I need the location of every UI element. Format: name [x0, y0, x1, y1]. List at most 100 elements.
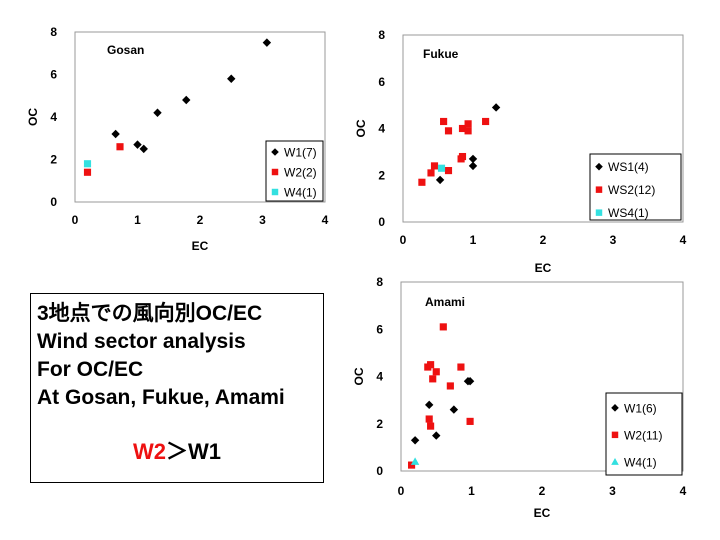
data-point-diamond: [468, 161, 478, 171]
data-point-square: [464, 127, 472, 135]
data-point-square: [457, 363, 465, 371]
chart-gosan: 0 1 2 3 4 0 2 4 6 8 EC OC Gosan W1(7) W2(2) W4(1): [26, 25, 329, 253]
x-tick-label: 0: [398, 484, 405, 498]
legend-label: W2(2): [284, 166, 317, 180]
legend-label: W1(6): [624, 401, 657, 415]
data-point-diamond: [468, 154, 478, 164]
y-tick-label: 6: [376, 322, 383, 336]
data-point-square: [466, 417, 474, 425]
x-tick-label: 3: [610, 233, 617, 247]
legend-label: W2(11): [624, 428, 662, 442]
data-point-diamond: [111, 129, 120, 139]
data-point-square: [458, 152, 467, 161]
chart-amami: 0 1 2 3 4 0 2 4 6 8 EC OC Amami W1(6) W2(11) W4(1): [352, 275, 687, 520]
chart-title: Amami: [425, 295, 465, 309]
x-tick-label: 2: [197, 213, 204, 227]
chart-fukue: 0 1 2 3 4 0 2 4 6 8 EC OC Fukue WS1(4) WS2(12) WS4(1): [354, 28, 687, 275]
y-axis-label: OC: [26, 108, 40, 126]
data-point-diamond: [465, 377, 475, 386]
data-point-diamond: [133, 140, 142, 149]
data-point-diamond: [425, 400, 434, 410]
legend-marker: [595, 186, 603, 193]
chart-title: Gosan: [107, 43, 144, 57]
data-point-square: [437, 164, 446, 172]
y-tick-label: 2: [50, 153, 57, 167]
legend-box: [589, 153, 682, 221]
conclusion-w1: W1: [188, 439, 221, 464]
y-tick-label: 4: [378, 122, 385, 136]
y-tick-label: 0: [378, 215, 385, 229]
data-point-diamond: [227, 74, 236, 83]
data-point-diamond: [182, 95, 191, 105]
y-tick-label: 4: [50, 110, 57, 124]
legend-label: WS2(12): [608, 183, 655, 197]
legend-label: W4(1): [624, 455, 657, 469]
data-point-square: [427, 361, 435, 369]
data-point-diamond: [449, 405, 459, 414]
y-tick-label: 0: [376, 464, 383, 478]
data-point-triangle: [410, 457, 420, 465]
data-point-diamond: [139, 144, 148, 154]
data-point-square: [444, 127, 453, 135]
data-point-square: [444, 167, 453, 175]
legend-marker: [595, 162, 603, 171]
legend-label: WS1(4): [608, 160, 649, 174]
data-point-diamond: [410, 436, 420, 445]
legend-label: W4(1): [284, 186, 317, 200]
data-point-square: [427, 169, 435, 177]
conclusion-w2: W2: [132, 439, 166, 464]
x-tick-label: 3: [609, 484, 616, 498]
legend-marker: [595, 209, 603, 216]
x-tick-label: 3: [259, 213, 266, 227]
legend-marker: [271, 188, 279, 196]
y-tick-label: 6: [50, 68, 57, 82]
data-point-square: [440, 117, 448, 126]
data-point-diamond: [432, 431, 441, 440]
y-tick-label: 6: [378, 75, 385, 89]
x-tick-label: 0: [72, 213, 79, 227]
conclusion-operator: ＞: [165, 439, 188, 464]
data-point-square: [482, 117, 490, 126]
data-point-square: [418, 178, 426, 186]
legend-marker: [271, 168, 279, 176]
x-tick-label: 4: [680, 233, 687, 247]
x-tick-label: 1: [470, 233, 477, 247]
data-point-square: [439, 323, 447, 331]
y-tick-label: 2: [378, 168, 385, 182]
data-point-square: [464, 120, 472, 128]
y-tick-label: 8: [376, 275, 383, 289]
x-tick-label: 2: [539, 484, 546, 498]
y-tick-label: 8: [50, 25, 57, 39]
y-axis-label: OC: [354, 119, 368, 137]
x-axis-label: EC: [192, 239, 209, 253]
legend-marker: [271, 148, 279, 156]
data-point-square: [430, 162, 439, 170]
x-tick-label: 4: [322, 213, 329, 227]
data-point-square: [83, 160, 92, 168]
data-point-square: [446, 382, 454, 390]
data-point-square: [116, 143, 124, 151]
y-tick-label: 0: [50, 195, 57, 209]
x-tick-label: 2: [540, 233, 547, 247]
x-tick-label: 0: [400, 233, 407, 247]
x-tick-label: 1: [134, 213, 141, 227]
data-point-square: [432, 368, 440, 376]
legend-label: WS4(1): [608, 206, 649, 220]
y-tick-label: 4: [376, 370, 383, 384]
data-point-diamond: [435, 175, 445, 185]
legend-box: [605, 392, 683, 476]
x-axis-label: EC: [535, 261, 552, 275]
summary-box: 3地点での風向別OC/EC Wind sector analysis For O…: [30, 293, 324, 483]
chart-title: Fukue: [423, 47, 459, 61]
legend-label: W1(7): [284, 146, 317, 160]
data-point-square: [425, 415, 433, 423]
summary-line-4: At Gosan, Fukue, Amami: [37, 386, 285, 409]
summary-line-1: 3地点での風向別OC/EC: [37, 302, 263, 325]
summary-line-2: Wind sector analysis: [37, 330, 246, 353]
summary-line-3: For OC/EC: [37, 358, 144, 381]
y-tick-label: 8: [378, 28, 385, 42]
data-point-square: [427, 422, 435, 430]
conclusion: W2＞W1: [31, 434, 323, 466]
x-axis-label: EC: [534, 506, 551, 520]
